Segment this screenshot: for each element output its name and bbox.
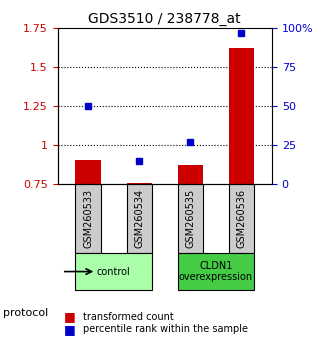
FancyBboxPatch shape (76, 253, 152, 290)
Text: GSM260534: GSM260534 (134, 189, 144, 248)
Text: ■: ■ (64, 310, 76, 323)
Text: GSM260533: GSM260533 (83, 189, 93, 248)
Bar (126, 183, 152, 184)
Text: control: control (97, 267, 131, 276)
Text: transformed count: transformed count (83, 312, 174, 322)
Text: GSM260535: GSM260535 (185, 189, 195, 248)
Text: GSM260536: GSM260536 (236, 189, 246, 248)
Bar (178, 165, 203, 184)
FancyBboxPatch shape (228, 184, 254, 253)
Bar (228, 48, 254, 184)
Bar (76, 160, 101, 184)
FancyBboxPatch shape (76, 184, 101, 253)
Text: ■: ■ (64, 323, 76, 336)
Text: CLDN1
overexpression: CLDN1 overexpression (179, 261, 253, 282)
FancyBboxPatch shape (178, 253, 254, 290)
FancyBboxPatch shape (126, 184, 152, 253)
Text: percentile rank within the sample: percentile rank within the sample (83, 324, 248, 334)
FancyBboxPatch shape (178, 184, 203, 253)
Title: GDS3510 / 238778_at: GDS3510 / 238778_at (89, 12, 241, 26)
Text: protocol: protocol (3, 308, 48, 318)
